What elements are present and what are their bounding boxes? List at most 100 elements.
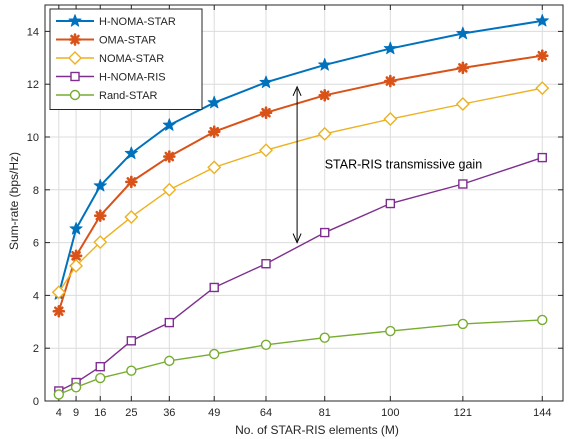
y-tick-label: 14 [27, 26, 39, 38]
data-point [53, 389, 65, 400]
legend-label: OMA-STAR [99, 35, 156, 47]
data-point [385, 198, 396, 209]
x-tick-label: 121 [454, 407, 472, 419]
legend-label: H-NOMA-STAR [99, 16, 176, 28]
legend-label: Rand-STAR [99, 90, 158, 102]
data-point [93, 209, 107, 222]
data-point [383, 112, 398, 127]
legend-marker [69, 89, 81, 101]
data-point [69, 249, 83, 263]
annotation-label: STAR-RIS transmissive gain [325, 158, 482, 172]
data-point [126, 365, 137, 376]
data-point [259, 75, 273, 89]
data-point [163, 150, 176, 163]
series-h-noma-star [52, 13, 549, 300]
data-point [93, 178, 107, 192]
data-point [93, 235, 108, 250]
y-axis-label: Sum-rate (bps/Hz) [7, 152, 21, 250]
data-point [535, 49, 549, 62]
legend-marker [68, 33, 82, 46]
data-point [95, 361, 105, 372]
data-point [209, 348, 220, 360]
data-point [207, 95, 221, 109]
data-point [207, 125, 221, 139]
x-tick-label: 81 [319, 407, 331, 419]
legend-item: H-NOMA-STAR [56, 14, 176, 28]
data-point [456, 26, 470, 40]
y-tick-label: 10 [27, 132, 39, 144]
data-point [164, 355, 175, 367]
x-tick-label: 36 [163, 407, 175, 419]
annotation-layer: STAR-RIS transmissive gain [292, 85, 482, 244]
y-tick-label: 12 [27, 79, 39, 91]
data-point [384, 74, 397, 88]
data-point [320, 227, 330, 238]
data-point [317, 126, 332, 141]
data-point [162, 182, 177, 197]
x-tick-label: 9 [73, 407, 79, 419]
x-tick-label: 144 [533, 407, 551, 419]
y-tick-label: 8 [33, 185, 39, 197]
data-point [209, 282, 219, 293]
data-point [259, 106, 273, 120]
annotation-arrowhead-bottom [292, 233, 302, 244]
legend-marker [68, 14, 82, 27]
data-point [162, 118, 176, 131]
data-point [261, 259, 271, 269]
y-tick-label: 0 [33, 396, 39, 408]
series-layer [51, 13, 550, 400]
data-point [455, 97, 470, 111]
legend-item: NOMA-STAR [56, 51, 164, 65]
x-tick-label: 49 [208, 407, 220, 419]
data-point [51, 285, 66, 300]
data-point [52, 304, 66, 318]
data-point [70, 382, 82, 393]
series-oma-star [52, 49, 549, 318]
legend-item: H-NOMA-RIS [56, 72, 166, 84]
data-point [69, 258, 84, 273]
data-point [383, 41, 397, 55]
data-point [385, 325, 396, 337]
axes-box [44, 4, 564, 402]
legend: H-NOMA-STAR OMA-STAR NOMA-STAR H-NOMA-RIS Ra… [49, 8, 203, 110]
data-point [535, 81, 550, 96]
data-point [318, 58, 332, 71]
x-axis-label: No. of STAR-RIS elements (M) [235, 423, 399, 437]
data-point [259, 143, 274, 158]
data-point [537, 314, 548, 326]
x-tick-label: 16 [94, 407, 106, 419]
legend-item: Rand-STAR [56, 89, 158, 102]
data-point [318, 88, 332, 102]
legend-item: OMA-STAR [56, 33, 156, 47]
y-tick-label: 4 [33, 290, 39, 302]
annotation-arrowhead-top [292, 85, 302, 97]
data-point [535, 13, 549, 27]
series-rand-star [53, 314, 548, 400]
data-point [125, 175, 138, 189]
data-point [124, 210, 139, 224]
legend-label: H-NOMA-RIS [99, 72, 166, 84]
x-tick-label: 100 [381, 407, 399, 419]
y-tick-label: 6 [33, 238, 39, 250]
legend-label: NOMA-STAR [99, 53, 164, 65]
x-tick-label: 64 [260, 407, 272, 419]
data-point [69, 221, 83, 235]
data-point [456, 61, 470, 75]
data-point [319, 332, 330, 343]
series-noma-star [51, 81, 550, 300]
data-point [260, 339, 272, 350]
legend-marker [68, 51, 82, 65]
data-point [126, 336, 137, 346]
y-tick-label: 2 [33, 343, 39, 355]
data-point [164, 317, 175, 328]
legend-marker [70, 71, 80, 82]
data-point [95, 372, 106, 384]
x-tick-label: 25 [125, 407, 137, 419]
data-point [457, 318, 469, 330]
data-point [124, 146, 138, 160]
data-point [207, 160, 222, 175]
x-tick-label: 4 [56, 407, 62, 419]
data-point [537, 152, 547, 163]
